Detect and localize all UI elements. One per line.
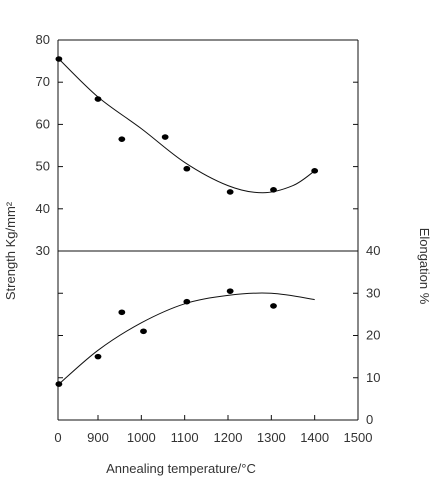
strength-point: [311, 168, 319, 174]
strength-trend-curve: [58, 58, 315, 194]
elongation-tick-label: 40: [366, 243, 380, 258]
plot-frame: [57, 39, 359, 421]
trend-curves: [58, 58, 315, 385]
x-tick-label: 0: [54, 430, 61, 445]
strength-tick-label: 80: [36, 32, 50, 47]
strength-tick-label: 60: [36, 116, 50, 131]
x-tick-label: 1500: [344, 430, 373, 445]
strength-point: [183, 165, 191, 172]
data-points: [55, 56, 319, 387]
strength-point: [226, 189, 234, 195]
strength-tick-label: 50: [36, 159, 50, 174]
strength-tick-label: 40: [36, 201, 50, 216]
elongation-point: [270, 303, 277, 309]
strength-point: [118, 136, 126, 142]
elongation-point: [140, 328, 147, 335]
elongation-point: [118, 309, 126, 316]
x-tick-label: 1400: [300, 430, 329, 445]
axis-ticks: 30 40 50 60 70 80 0 10 20 30 40 0 900 1000 1100 1200 130…: [36, 32, 381, 445]
strength-point: [55, 56, 63, 62]
strength-point: [94, 96, 102, 102]
x-tick-label: 1200: [214, 430, 243, 445]
x-tick-label: 1000: [127, 430, 156, 445]
elongation-tick-label: 20: [366, 328, 380, 343]
elongation-tick-label: 30: [366, 285, 380, 300]
x-tick-label: 1100: [171, 430, 199, 445]
x-tick-label: 900: [87, 430, 109, 445]
x-axis-label: Annealing temperature/°C: [106, 461, 256, 476]
axis-labels: Strength Kg/mm² Elongation % Annealing tem…: [3, 201, 432, 476]
x-tick-label: 1300: [257, 430, 286, 445]
strength-point: [270, 187, 277, 193]
elongation-point: [55, 381, 63, 387]
strength-point: [161, 134, 169, 140]
strength-tick-label: 30: [36, 243, 50, 258]
elongation-tick-label: 0: [366, 412, 373, 427]
elongation-tick-label: 10: [366, 370, 380, 385]
elongation-axis-label: Elongation %: [417, 228, 432, 305]
elongation-point: [94, 353, 102, 360]
strength-tick-label: 70: [36, 74, 50, 89]
elongation-point: [183, 298, 191, 305]
strength-axis-label: Strength Kg/mm²: [3, 201, 18, 300]
elongation-point: [226, 288, 234, 294]
